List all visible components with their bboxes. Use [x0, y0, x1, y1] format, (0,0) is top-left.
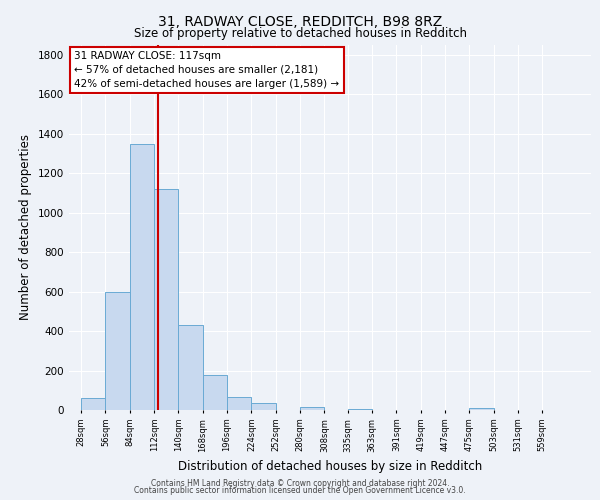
- Bar: [154, 189, 178, 410]
- Text: Contains HM Land Registry data © Crown copyright and database right 2024.: Contains HM Land Registry data © Crown c…: [151, 478, 449, 488]
- Y-axis label: Number of detached properties: Number of detached properties: [19, 134, 32, 320]
- Bar: [81, 398, 106, 410]
- Bar: [227, 397, 251, 410]
- Bar: [251, 403, 276, 410]
- Bar: [203, 376, 227, 410]
- Bar: [130, 144, 154, 410]
- Text: 31 RADWAY CLOSE: 117sqm
← 57% of detached houses are smaller (2,181)
42% of semi: 31 RADWAY CLOSE: 117sqm ← 57% of detache…: [74, 51, 340, 89]
- Bar: [178, 325, 203, 410]
- Text: Size of property relative to detached houses in Redditch: Size of property relative to detached ho…: [133, 28, 467, 40]
- X-axis label: Distribution of detached houses by size in Redditch: Distribution of detached houses by size …: [178, 460, 482, 473]
- Bar: [348, 409, 372, 410]
- Text: Contains public sector information licensed under the Open Government Licence v3: Contains public sector information licen…: [134, 486, 466, 495]
- Text: 31, RADWAY CLOSE, REDDITCH, B98 8RZ: 31, RADWAY CLOSE, REDDITCH, B98 8RZ: [158, 15, 442, 29]
- Bar: [469, 408, 494, 410]
- Bar: [106, 292, 130, 410]
- Bar: [300, 407, 325, 410]
